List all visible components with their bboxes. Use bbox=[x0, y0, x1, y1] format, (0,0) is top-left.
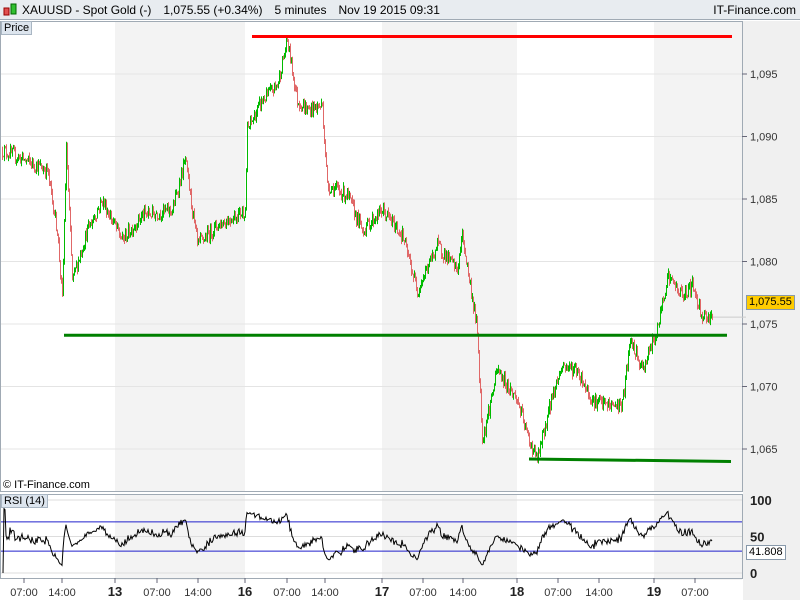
time-tick-label: 14:00 bbox=[585, 587, 613, 599]
time-tick-label: 07:00 bbox=[544, 587, 572, 599]
time-tick-label: 14:00 bbox=[48, 587, 76, 599]
price-tick-label: 1,085 bbox=[750, 194, 778, 206]
day-shade bbox=[115, 21, 245, 491]
chart-header: XAUUSD - Spot Gold (-) 1,075.55 (+0.34%)… bbox=[0, 0, 800, 20]
last-price-change: 1,075.55 (+0.34%) bbox=[163, 2, 263, 17]
last-price-label: 1,075.55 bbox=[746, 295, 795, 310]
time-tick-label: 07:00 bbox=[10, 587, 38, 599]
datetime: Nov 19 2015 09:31 bbox=[338, 2, 440, 17]
rsi-tick-label: 0 bbox=[750, 566, 757, 581]
price-tick-label: 1,090 bbox=[750, 132, 778, 144]
price-tick-label: 1,075 bbox=[750, 319, 778, 331]
time-tick-label: 17 bbox=[375, 584, 389, 599]
time-tick-label: 16 bbox=[238, 584, 252, 599]
time-tick-label: 07:00 bbox=[681, 587, 709, 599]
axis-background bbox=[743, 21, 800, 600]
price-panel-label: Price bbox=[1, 21, 33, 35]
support-line bbox=[528, 457, 732, 463]
rsi-tick-label: 50 bbox=[750, 530, 764, 545]
rsi-line bbox=[2, 507, 713, 574]
time-tick-label: 07:00 bbox=[409, 587, 437, 599]
time-tick-label: 19 bbox=[647, 584, 661, 599]
brand: IT-Finance.com bbox=[713, 2, 796, 17]
last-rsi-label: 41.808 bbox=[746, 545, 786, 560]
price-tick-label: 1,070 bbox=[750, 382, 778, 394]
symbol-title: XAUUSD - Spot Gold (-) bbox=[22, 2, 152, 17]
price-tick-label: 1,065 bbox=[750, 444, 778, 456]
copyright: © IT-Finance.com bbox=[3, 479, 90, 491]
day-shade bbox=[654, 21, 742, 491]
rsi-panel-label: RSI (14) bbox=[1, 494, 48, 508]
price-tick-label: 1,080 bbox=[750, 257, 778, 269]
candlestick-icon bbox=[3, 3, 17, 16]
time-tick-label: 14:00 bbox=[449, 587, 477, 599]
time-tick-label: 14:00 bbox=[184, 587, 212, 599]
time-tick-label: 07:00 bbox=[273, 587, 301, 599]
time-tick-label: 07:00 bbox=[143, 587, 171, 599]
time-tick-label: 14:00 bbox=[311, 587, 339, 599]
interval: 5 minutes bbox=[274, 2, 327, 17]
rsi-panel-border bbox=[0, 494, 743, 579]
price-panel-border bbox=[0, 21, 743, 492]
time-tick-label: 18 bbox=[510, 584, 524, 599]
candles bbox=[2, 35, 713, 464]
rsi-tick-label: 100 bbox=[750, 493, 772, 508]
time-tick-label: 13 bbox=[108, 584, 122, 599]
price-tick-label: 1,095 bbox=[750, 69, 778, 81]
